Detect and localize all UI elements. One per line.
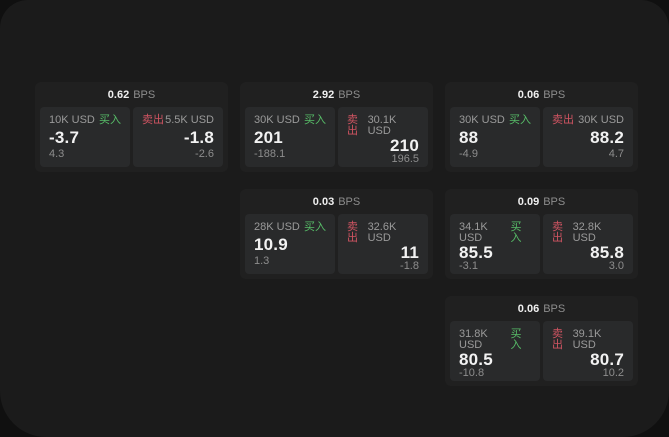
- bps-unit: BPS: [338, 195, 361, 208]
- sell-price: -1.8: [183, 128, 214, 147]
- buy-tile[interactable]: 10K USD 买入 -3.7 4.3: [40, 107, 130, 167]
- sell-price: 11: [400, 243, 419, 262]
- sell-side-label: 卖出: [552, 114, 574, 126]
- buy-amount: 31.8K USD: [459, 328, 488, 351]
- sell-sub-value: 196.5: [391, 153, 419, 165]
- sell-tile[interactable]: 卖出 39.1K USD 80.7 10.2: [543, 321, 633, 381]
- bps-unit: BPS: [543, 88, 566, 101]
- quote-card: 0.62 BPS 10K USD 买入 -3.7 4.3 卖出 5.5K USD: [35, 82, 228, 172]
- sell-price: 210: [390, 136, 419, 155]
- card-header: 2.92 BPS: [245, 82, 428, 107]
- sell-price: 80.7: [590, 350, 624, 369]
- buy-price: 88: [459, 128, 479, 147]
- buy-tile[interactable]: 30K USD 买入 88 -4.9: [450, 107, 540, 167]
- buy-sub-value: -10.8: [459, 367, 485, 379]
- sell-amount: 30K USD: [578, 114, 624, 126]
- quote-card: 0.06 BPS 30K USD 买入 88 -4.9 卖出 30K USD: [445, 82, 638, 172]
- buy-side-label: 买入: [510, 221, 522, 244]
- sell-sub-value: -2.6: [195, 148, 214, 160]
- sell-sub-value: 4.7: [608, 148, 624, 160]
- sell-side-label: 卖出: [552, 328, 563, 351]
- sell-amount: 32.8K USD: [572, 221, 602, 244]
- quote-card: 2.92 BPS 30K USD 买入 201 -188.1 卖出 30.1K …: [240, 82, 433, 172]
- buy-tile[interactable]: 34.1K USD 买入 85.5 -3.1: [450, 214, 540, 274]
- buy-price: 10.9: [254, 235, 288, 254]
- bps-unit: BPS: [338, 88, 361, 101]
- card-header: 0.03 BPS: [245, 189, 428, 214]
- card-header: 0.06 BPS: [450, 82, 633, 107]
- buy-amount: 34.1K USD: [459, 221, 488, 244]
- sell-amount: 39.1K USD: [572, 328, 602, 351]
- bps-value: 0.03: [312, 195, 335, 208]
- quote-cards-grid: 0.62 BPS 10K USD 买入 -3.7 4.3 卖出 5.5K USD: [35, 82, 638, 386]
- card-header: 0.62 BPS: [40, 82, 223, 107]
- bps-unit: BPS: [543, 302, 566, 315]
- buy-amount: 30K USD: [459, 114, 505, 126]
- buy-sub-value: -3.1: [459, 260, 478, 272]
- buy-sub-value: -4.9: [459, 148, 478, 160]
- sell-side-label: 卖出: [347, 114, 358, 137]
- sell-side-label: 卖出: [347, 221, 358, 244]
- quote-card: 0.09 BPS 34.1K USD 买入 85.5 -3.1 卖出 32.8K…: [445, 189, 638, 279]
- buy-side-label: 买入: [304, 114, 326, 126]
- buy-amount: 28K USD: [254, 221, 300, 233]
- card-header: 0.09 BPS: [450, 189, 633, 214]
- quote-card: 0.03 BPS 28K USD 买入 10.9 1.3 卖出 32.6K US…: [240, 189, 433, 279]
- sell-price: 88.2: [590, 128, 624, 147]
- sell-amount: 5.5K USD: [165, 114, 214, 126]
- buy-amount: 30K USD: [254, 114, 300, 126]
- buy-tile[interactable]: 30K USD 买入 201 -188.1: [245, 107, 335, 167]
- sell-side-label: 卖出: [552, 221, 563, 244]
- bps-value: 0.06: [517, 302, 540, 315]
- bps-unit: BPS: [543, 195, 566, 208]
- buy-sub-value: 1.3: [254, 255, 270, 267]
- bps-value: 2.92: [312, 88, 335, 101]
- bps-value: 0.62: [107, 88, 130, 101]
- buy-price: 201: [254, 128, 283, 147]
- buy-sub-value: 4.3: [49, 148, 65, 160]
- sell-price: 85.8: [590, 243, 624, 262]
- sell-tile[interactable]: 卖出 32.8K USD 85.8 3.0: [543, 214, 633, 274]
- buy-side-label: 买入: [510, 328, 522, 351]
- bps-value: 0.06: [517, 88, 540, 101]
- sell-sub-value: 10.2: [602, 367, 624, 379]
- buy-side-label: 买入: [304, 221, 326, 233]
- sell-sub-value: -1.8: [400, 260, 419, 272]
- buy-sub-value: -188.1: [254, 148, 286, 160]
- buy-side-label: 买入: [99, 114, 121, 126]
- sell-side-label: 卖出: [142, 114, 164, 126]
- buy-price: 85.5: [459, 243, 493, 262]
- sell-tile[interactable]: 卖出 32.6K USD 11 -1.8: [338, 214, 428, 274]
- card-header: 0.06 BPS: [450, 296, 633, 321]
- sell-amount: 30.1K USD: [367, 114, 397, 137]
- sell-tile[interactable]: 卖出 30.1K USD 210 196.5: [338, 107, 428, 167]
- quote-card: 0.06 BPS 31.8K USD 买入 80.5 -10.8 卖出 39.1…: [445, 296, 638, 386]
- bps-unit: BPS: [133, 88, 156, 101]
- buy-tile[interactable]: 31.8K USD 买入 80.5 -10.8: [450, 321, 540, 381]
- buy-tile[interactable]: 28K USD 买入 10.9 1.3: [245, 214, 335, 274]
- sell-tile[interactable]: 卖出 30K USD 88.2 4.7: [543, 107, 633, 167]
- sell-tile[interactable]: 卖出 5.5K USD -1.8 -2.6: [133, 107, 223, 167]
- sell-amount: 32.6K USD: [367, 221, 397, 244]
- sell-sub-value: 3.0: [608, 260, 624, 272]
- buy-price: -3.7: [49, 128, 80, 147]
- buy-price: 80.5: [459, 350, 493, 369]
- bps-value: 0.09: [517, 195, 540, 208]
- buy-amount: 10K USD: [49, 114, 95, 126]
- buy-side-label: 买入: [509, 114, 531, 126]
